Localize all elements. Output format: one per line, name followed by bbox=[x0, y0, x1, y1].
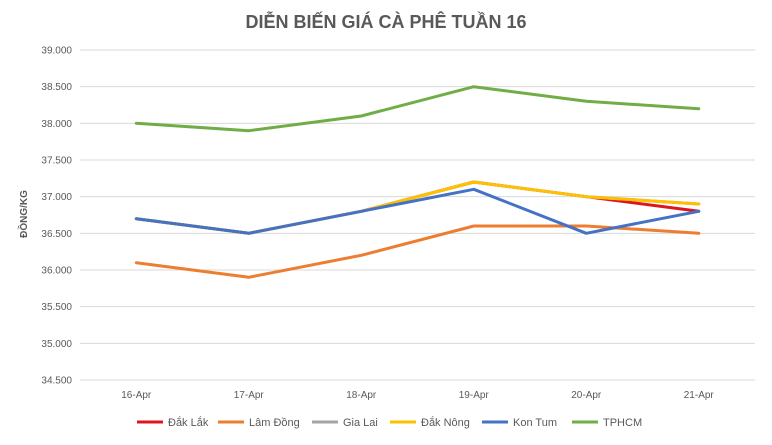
legend: Đắk Lắk Lâm Đồng Gia Lai Đắk Nông Kon Tum TPH… bbox=[137, 416, 642, 429]
legend-label: Đắk Nông bbox=[421, 416, 470, 429]
series-line bbox=[134, 85, 701, 133]
y-tick-label: 36.500 bbox=[41, 229, 72, 240]
y-tick-label: 37.000 bbox=[41, 192, 72, 203]
series-line bbox=[134, 224, 701, 279]
x-tick-label: 17-Apr bbox=[234, 390, 265, 401]
y-tick-label: 38.500 bbox=[41, 82, 72, 93]
x-tick-label: 16-Apr bbox=[121, 390, 152, 401]
y-axis-label: ĐỒNG/KG bbox=[17, 190, 30, 238]
series-lines bbox=[134, 85, 701, 279]
legend-label: TPHCM bbox=[603, 417, 642, 429]
y-tick-label: 34.500 bbox=[41, 376, 72, 387]
y-tick-label: 37.500 bbox=[41, 156, 72, 167]
y-tick-label: 35.500 bbox=[41, 302, 72, 313]
legend-label: Gia Lai bbox=[343, 417, 378, 429]
chart-title: DIỄN BIẾN GIÁ CÀ PHÊ TUẦN 16 bbox=[245, 11, 526, 32]
y-axis-ticks: 34.500 35.000 35.500 36.000 36.500 37.000 37.5… bbox=[41, 46, 72, 387]
x-tick-label: 21-Apr bbox=[684, 390, 715, 401]
series-line bbox=[134, 187, 701, 235]
legend-label: Kon Tum bbox=[513, 417, 557, 429]
x-tick-label: 18-Apr bbox=[346, 390, 377, 401]
y-tick-label: 36.000 bbox=[41, 266, 72, 277]
x-axis-ticks: 16-Apr 17-Apr 18-Apr 19-Apr 20-Apr 21-Apr bbox=[121, 390, 714, 401]
legend-label: Đắk Lắk bbox=[168, 416, 209, 429]
y-tick-label: 39.000 bbox=[41, 46, 72, 57]
x-tick-label: 20-Apr bbox=[571, 390, 602, 401]
y-tick-label: 38.000 bbox=[41, 119, 72, 130]
y-tick-label: 35.000 bbox=[41, 339, 72, 350]
legend-label: Lâm Đồng bbox=[249, 417, 300, 429]
x-tick-label: 19-Apr bbox=[459, 390, 490, 401]
